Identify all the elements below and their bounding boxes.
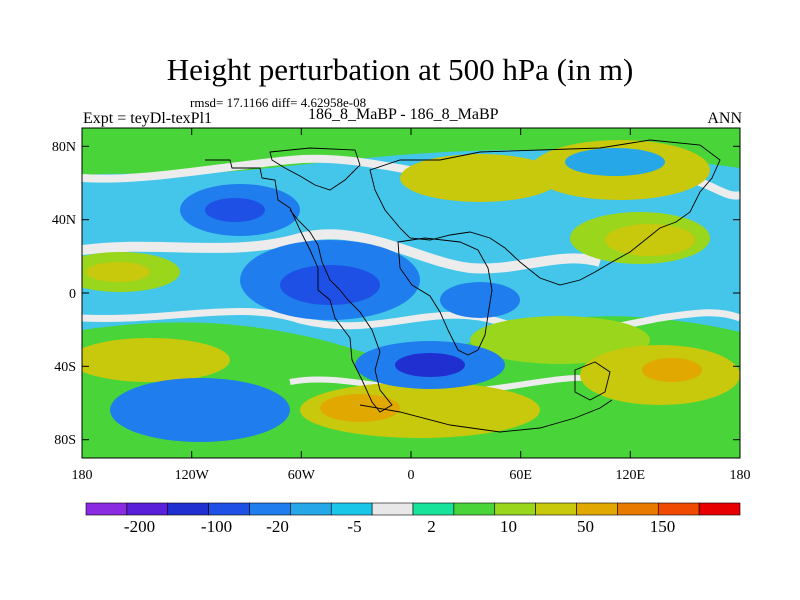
warm-south-core [642,358,702,382]
colorbar-swatch [330,502,373,516]
australia-coast [574,361,611,401]
colorbar [85,502,741,516]
warm-north-4 [605,224,695,256]
colorbar-swatch [617,502,659,516]
colorbar-label: -100 [201,517,232,536]
colorbar-swatch [371,502,414,516]
colorbar-label: -200 [124,517,155,536]
africa-coast [397,237,493,356]
x-tick-label: 180 [72,468,93,483]
colorbar-swatch [412,502,455,516]
colorbar-swatch [126,502,169,516]
case-label: 186_8_MaBP - 186_8_MaBP [308,106,499,123]
colorbar-swatch [576,502,618,516]
y-tick-label: 40N [52,213,76,228]
colorbar-swatch [290,502,332,516]
colorbar-label: 150 [650,517,676,536]
antarctica-coast [359,399,613,433]
warm-south-1 [82,338,230,382]
colorbar-swatch [698,502,741,516]
season-label: ANN [707,110,742,127]
x-tick-label: 120E [616,468,646,483]
cold-center-6 [440,282,520,318]
x-tick-label: 180 [730,468,751,483]
cold-center-5 [565,148,665,176]
y-tick-label: 80S [54,433,76,448]
cold-center-4 [110,378,290,442]
y-tick-label: 0 [69,287,76,302]
stats-text: rmsd= 17.1166 diff= 4.62958e-08 [190,95,367,110]
americas-coast [205,159,393,413]
x-tick-label: 0 [408,468,415,483]
y-tick-label: 40S [54,360,76,375]
colorbar-swatch [494,502,536,516]
x-tick-label: 60W [288,468,316,483]
zero-contour-equator [82,229,602,274]
x-tick-label: 120W [175,468,210,483]
contour-field [82,128,740,458]
colorbar-label: 10 [500,517,517,536]
cold-center-1-core [205,198,265,222]
warm-north-1 [400,154,560,202]
warm-south-2 [470,316,650,364]
warm-south-5 [320,394,400,422]
colorbar-swatch [85,502,128,516]
colorbar-label: -5 [347,517,361,536]
chart-title: Height perturbation at 500 hPa (in m) [166,52,634,87]
y-tick-label: 80N [52,140,76,155]
colorbar-swatch [453,502,496,516]
colorbar-swatch [657,502,700,516]
coastlines [205,139,721,433]
experiment-label: Expt = teyDl-texPl1 [83,110,213,127]
colorbar-label: 2 [427,517,436,536]
warm-tropics-west-core [86,262,150,282]
colorbar-swatch [167,502,209,516]
colorbar-label: 50 [577,517,594,536]
colorbar-swatch [208,502,250,516]
x-tick-label: 60E [509,468,532,483]
colorbar-swatch [249,502,291,516]
colorbar-label: -20 [266,517,289,536]
cold-center-2-core [280,265,380,305]
x-axis [81,128,741,458]
cold-center-3-core [395,353,465,377]
colorbar-swatch [535,502,577,516]
greenland-coast [269,147,361,191]
y-axis [82,145,740,441]
